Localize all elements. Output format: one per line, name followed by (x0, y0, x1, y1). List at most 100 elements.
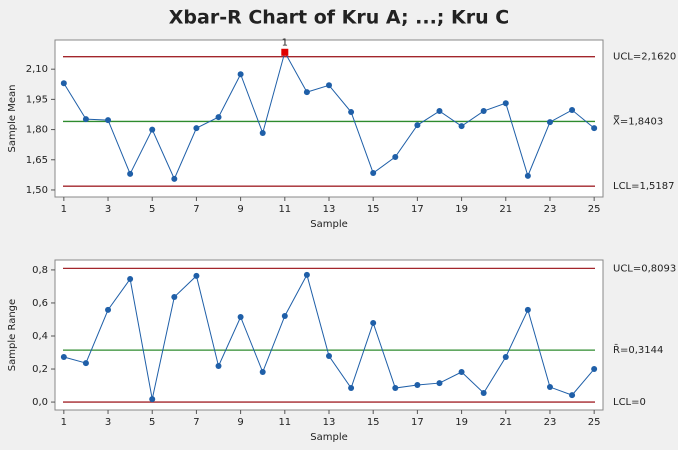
x-axis-label: Sample (310, 219, 348, 230)
data-point (480, 389, 487, 396)
x-tick-label: 13 (323, 417, 336, 428)
x-tick-label: 9 (237, 417, 243, 428)
data-point (193, 272, 200, 279)
x-tick-label: 23 (544, 417, 557, 428)
y-tick-label: 0,8 (32, 265, 48, 276)
x-tick-label: 9 (237, 204, 243, 215)
chart-title: Xbar-R Chart of Kru A; ...; Kru C (169, 7, 509, 29)
data-point (370, 170, 377, 177)
data-point (259, 369, 266, 376)
data-point (326, 352, 332, 359)
data-point (569, 107, 576, 114)
x-tick-label: 3 (105, 204, 111, 215)
x-tick-label: 25 (588, 204, 601, 215)
data-point (127, 275, 134, 282)
data-point (60, 353, 67, 360)
data-point (524, 172, 531, 179)
data-point (524, 306, 531, 313)
data-point (237, 313, 244, 320)
data-point (414, 122, 421, 129)
x-tick-label: 25 (588, 417, 601, 428)
data-point (149, 126, 156, 133)
x-tick-label: 11 (278, 417, 291, 428)
data-point (436, 380, 443, 387)
y-tick-label: 0,0 (32, 397, 48, 408)
control-label: LCL=1,5187 (613, 181, 675, 192)
y-tick-label: 1,80 (26, 125, 48, 136)
control-label: UCL=2,1620 (613, 52, 676, 63)
data-point (60, 80, 67, 87)
x-tick-label: 17 (411, 204, 424, 215)
y-tick-label: 0,4 (32, 331, 48, 342)
data-point (303, 271, 310, 278)
y-axis-label: Sample Range (7, 299, 18, 371)
x-axis-label: Sample (310, 432, 348, 443)
data-point (392, 385, 399, 392)
x-tick-label: 1 (61, 204, 67, 215)
x-tick-label: 1 (61, 417, 67, 428)
y-tick-label: 2,10 (26, 64, 48, 75)
data-point (480, 108, 487, 115)
data-point (281, 313, 288, 320)
plot-area (54, 39, 604, 198)
control-label: LCL=0 (613, 397, 646, 408)
control-label: UCL=0,8093 (613, 263, 676, 274)
x-tick-label: 19 (455, 204, 468, 215)
data-point (458, 369, 465, 376)
data-point (215, 114, 222, 121)
data-point (591, 366, 598, 373)
data-point (259, 129, 266, 136)
y-tick-label: 0,2 (32, 364, 48, 375)
data-point (82, 360, 89, 367)
data-point (546, 119, 553, 126)
data-point (171, 175, 178, 182)
x-tick-label: 21 (499, 204, 512, 215)
y-tick-label: 1,65 (26, 155, 48, 166)
data-point (569, 392, 576, 399)
x-tick-label: 17 (411, 417, 424, 428)
y-axis-label: Sample Mean (7, 85, 18, 153)
flagged-point (281, 48, 289, 56)
data-point (502, 100, 509, 107)
x-tick-label: 7 (193, 204, 199, 215)
flag-label: 1 (282, 37, 288, 48)
data-point (127, 170, 134, 177)
data-point (82, 116, 89, 123)
x-tick-label: 21 (499, 417, 512, 428)
data-point (370, 319, 377, 326)
x-tick-label: 5 (149, 417, 155, 428)
y-tick-label: 0,6 (32, 298, 48, 309)
x-tick-label: 15 (367, 417, 380, 428)
data-point (392, 153, 399, 160)
data-point (458, 123, 465, 130)
control-label: R̄=0,3144 (613, 343, 663, 356)
x-tick-label: 15 (367, 204, 380, 215)
control-label: X̿=1,8403 (613, 114, 663, 128)
x-tick-label: 5 (149, 204, 155, 215)
data-point (436, 108, 443, 115)
x-tick-label: 11 (278, 204, 291, 215)
data-point (414, 382, 421, 389)
x-tick-label: 7 (193, 417, 199, 428)
data-point (105, 306, 112, 313)
plot-area (54, 259, 604, 411)
x-tick-label: 3 (105, 417, 111, 428)
data-point (105, 117, 112, 124)
x-tick-label: 13 (323, 204, 336, 215)
data-point (171, 294, 178, 301)
x-tick-label: 19 (455, 417, 468, 428)
y-tick-label: 1,50 (26, 185, 48, 196)
data-point (591, 125, 598, 132)
data-point (237, 71, 244, 78)
y-tick-label: 1,95 (26, 94, 48, 105)
data-point (326, 82, 332, 89)
data-point (193, 125, 200, 132)
x-tick-label: 23 (544, 204, 557, 215)
data-point (348, 385, 355, 392)
data-point (149, 396, 156, 403)
data-point (502, 353, 509, 360)
data-point (215, 363, 222, 370)
data-point (348, 109, 355, 116)
data-point (303, 89, 310, 96)
